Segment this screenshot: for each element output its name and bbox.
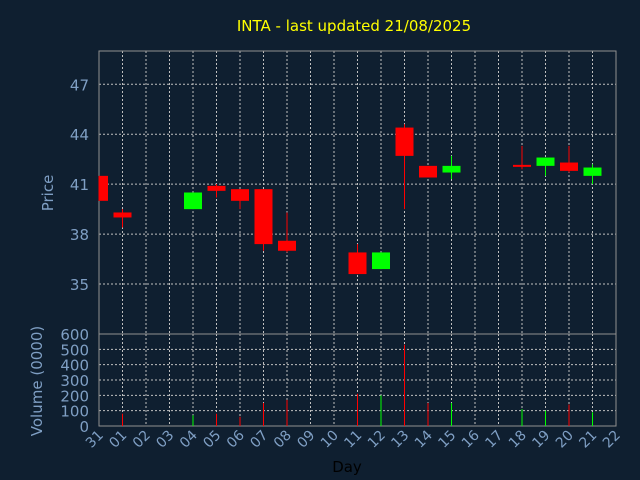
x-tick-22: 22 — [600, 428, 624, 452]
candle-body-07 — [254, 189, 273, 245]
x-tick-14: 14 — [412, 427, 436, 451]
candle-body-06 — [231, 189, 249, 201]
chart-title: INTA - last updated 21/08/2025 — [237, 17, 471, 35]
x-tick-07: 07 — [247, 428, 271, 452]
x-tick-08: 08 — [271, 428, 295, 452]
candle-body-05 — [207, 185, 226, 191]
volume-tick-200: 200 — [60, 387, 89, 405]
price-tick-35: 35 — [70, 276, 89, 294]
volume-tick-600: 600 — [60, 326, 89, 344]
volume-tick-100: 100 — [60, 403, 89, 421]
x-tick-01: 01 — [106, 428, 130, 452]
x-tick-10: 10 — [318, 428, 342, 452]
candle-body-21 — [583, 167, 602, 176]
volume-tick-300: 300 — [60, 372, 89, 390]
price-tick-38: 38 — [70, 226, 89, 244]
x-tick-05: 05 — [200, 428, 224, 452]
volume-bars — [122, 344, 593, 426]
x-tick-02: 02 — [130, 428, 154, 452]
price-tick-41: 41 — [70, 176, 89, 194]
x-tick-16: 16 — [459, 427, 483, 451]
x-tick-04: 04 — [177, 427, 201, 451]
candle-body-08 — [278, 240, 296, 251]
x-tick-03: 03 — [153, 428, 177, 452]
x-tick-11: 11 — [341, 428, 365, 452]
candle-body-31 — [99, 175, 108, 201]
candles — [98, 124, 602, 275]
price-tick-47: 47 — [70, 76, 89, 94]
x-tick-21: 21 — [576, 428, 600, 452]
x-axis-label: Day — [332, 458, 362, 476]
x-tick-17: 17 — [482, 428, 506, 452]
candle-body-15 — [442, 165, 461, 173]
volume-axis-label: Volume (0000) — [28, 326, 46, 436]
candle-body-14 — [419, 165, 437, 178]
price-axis-label: Price — [39, 175, 57, 212]
candle-body-12 — [372, 252, 390, 270]
x-tick-06: 06 — [224, 427, 248, 451]
candle-body-18 — [513, 164, 531, 167]
price-tick-44: 44 — [70, 126, 89, 144]
candle-body-13 — [395, 127, 414, 156]
x-tick-09: 09 — [294, 428, 318, 452]
x-tick-13: 13 — [388, 428, 412, 452]
candle-body-20 — [560, 162, 578, 171]
candle-body-04 — [184, 192, 202, 210]
volume-tick-500: 500 — [60, 341, 89, 359]
volume-tick-400: 400 — [60, 357, 89, 375]
x-tick-18: 18 — [506, 428, 530, 452]
x-tick-12: 12 — [365, 428, 389, 452]
volume-tick-0: 0 — [79, 418, 89, 436]
x-tick-20: 20 — [553, 428, 577, 452]
grid — [99, 51, 616, 426]
candle-body-01 — [113, 212, 132, 218]
candle-body-11 — [348, 252, 367, 275]
candle-body-19 — [536, 157, 555, 166]
x-tick-19: 19 — [529, 428, 553, 452]
x-tick-15: 15 — [435, 428, 459, 452]
